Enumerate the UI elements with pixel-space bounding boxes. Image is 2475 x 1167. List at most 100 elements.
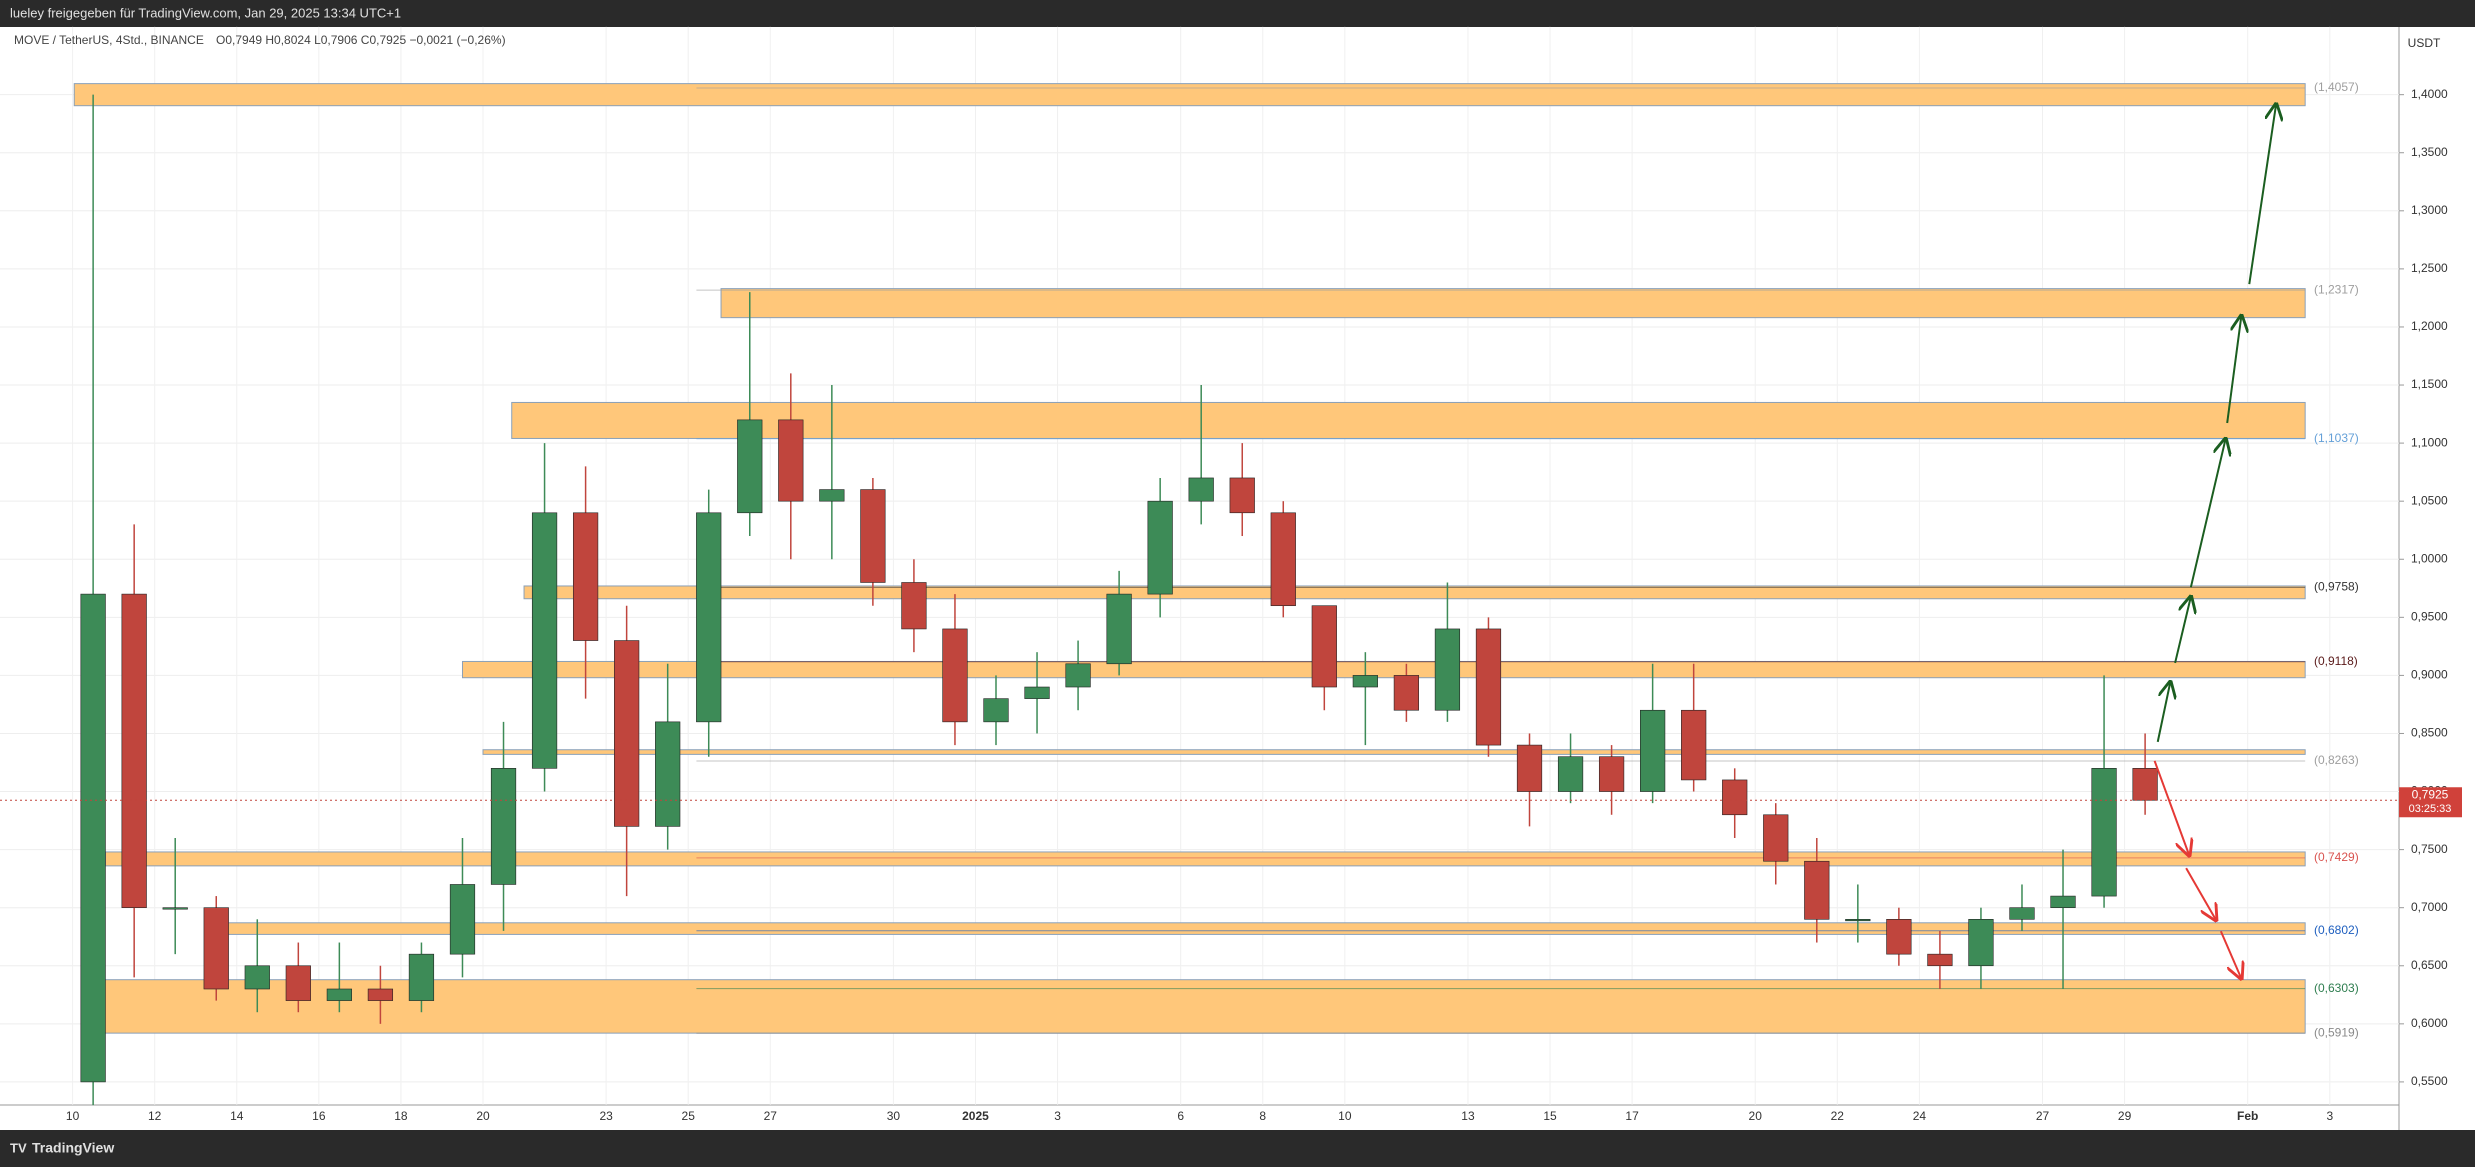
zone <box>720 288 2306 319</box>
symbol: MOVE / TetherUS, 4Std., BINANCE <box>14 33 204 47</box>
zone <box>73 83 2306 107</box>
target-arrow-up <box>2189 439 2226 588</box>
candle-body <box>2050 895 2076 908</box>
candle-body <box>1106 593 1132 665</box>
level-label: (0,5919) <box>2314 1025 2359 1039</box>
y-tick-label: 1,0000 <box>2411 551 2448 565</box>
x-tick-label: 18 <box>394 1109 408 1123</box>
x-tick-label: 20 <box>1749 1109 1763 1123</box>
bottom-bar <box>0 1130 2475 1167</box>
y-tick-label: 1,0500 <box>2411 493 2448 507</box>
zone <box>104 851 2306 867</box>
candle-body <box>2132 768 2158 801</box>
y-tick-label: 0,6500 <box>2411 958 2448 972</box>
ohlc: O0,7949 H0,8024 L0,7906 C0,7925 −0,0021 … <box>216 33 506 47</box>
candle-body <box>1147 500 1173 595</box>
candle-body <box>408 953 435 1001</box>
y-tick-label: 0,7500 <box>2411 842 2448 856</box>
candle-body <box>1393 675 1420 711</box>
y-tick-label: 0,7000 <box>2411 900 2448 914</box>
brand: TradingView <box>32 1140 114 1156</box>
y-tick-label: 1,2500 <box>2411 261 2448 275</box>
y-tick-label: 1,1000 <box>2411 435 2448 449</box>
candle-body <box>1188 477 1214 502</box>
candle-body <box>1804 860 1830 920</box>
candle-body <box>983 698 1009 723</box>
x-tick-label: 20 <box>476 1109 490 1123</box>
y-tick-label: 0,9500 <box>2411 609 2448 623</box>
candle-body <box>1845 919 1871 922</box>
candle-body <box>1024 686 1050 699</box>
y-tick-label: 1,3500 <box>2411 145 2448 159</box>
level-label: (0,6303) <box>2314 981 2359 995</box>
target-arrow-up <box>2174 597 2191 664</box>
y-tick-label: 1,4000 <box>2411 87 2448 101</box>
candle-body <box>2091 768 2117 897</box>
candle-body <box>1065 663 1091 688</box>
x-tick-label: 30 <box>887 1109 901 1123</box>
y-tick-label: 0,5500 <box>2411 1074 2448 1088</box>
level-label: (1,2317) <box>2314 282 2359 296</box>
candle-body <box>819 489 845 502</box>
plot: 0,55000,60000,65000,70000,75000,80000,85… <box>0 26 2462 1123</box>
y-tick-label: 1,2000 <box>2411 319 2448 333</box>
x-tick-label: 16 <box>312 1109 326 1123</box>
candle-body <box>614 640 640 827</box>
x-tick-label: 27 <box>764 1109 778 1123</box>
candle-body <box>572 512 599 641</box>
candle-body <box>449 884 476 955</box>
candle-body <box>285 965 311 1001</box>
candle-body <box>737 419 763 514</box>
x-tick-label: 12 <box>148 1109 162 1123</box>
candle-body <box>1475 628 1502 746</box>
candle-body <box>162 907 188 910</box>
target-arrow-down <box>2219 930 2242 978</box>
y-tick-label: 0,8500 <box>2411 726 2448 740</box>
candle-body <box>1968 919 1994 967</box>
level-label: (1,4057) <box>2314 80 2359 94</box>
level-label: (1,1037) <box>2314 431 2359 445</box>
x-tick-label: 27 <box>2036 1109 2050 1123</box>
zone <box>511 401 2306 439</box>
candle-body <box>1352 675 1378 688</box>
candle-body <box>1763 814 1789 862</box>
x-tick-label: Feb <box>2237 1109 2258 1123</box>
level-label: (0,9118) <box>2314 654 2358 668</box>
x-tick-label: 8 <box>1259 1109 1266 1123</box>
x-tick-label: 24 <box>1913 1109 1927 1123</box>
candle-body <box>901 582 927 630</box>
candle-body <box>1270 512 1296 607</box>
x-tick-label: 2025 <box>962 1109 989 1123</box>
candle-body <box>326 988 352 1001</box>
candle-body <box>1557 756 1584 792</box>
y-tick-label: 1,1500 <box>2411 377 2448 391</box>
candle-body <box>1516 744 1543 792</box>
candle-body <box>1681 709 1707 781</box>
candle-body <box>860 489 886 583</box>
candle-body <box>1434 628 1461 711</box>
price-tag-label: 0,7925 <box>2412 787 2449 801</box>
y-tick-label: 0,6000 <box>2411 1016 2448 1030</box>
candle-body <box>1229 477 1255 514</box>
candle-body <box>1886 919 1912 955</box>
candle-body <box>655 721 681 827</box>
brand-logo: TV <box>10 1140 27 1155</box>
candle-body <box>1311 605 1337 688</box>
x-tick-label: 6 <box>1177 1109 1184 1123</box>
candle-body <box>2009 907 2035 920</box>
candle-body <box>203 907 229 990</box>
candle-body <box>942 628 968 723</box>
zone <box>461 660 2306 679</box>
y-tick-label: 0,9000 <box>2411 668 2448 682</box>
x-tick-label: 29 <box>2118 1109 2132 1123</box>
currency: USDT <box>2408 36 2441 50</box>
x-tick-label: 22 <box>1831 1109 1845 1123</box>
x-tick-label: 15 <box>1543 1109 1557 1123</box>
level-label: (0,9758) <box>2314 580 2359 594</box>
y-tick-label: 1,3000 <box>2411 203 2448 217</box>
candle-body <box>490 768 517 885</box>
x-tick-label: 23 <box>599 1109 613 1123</box>
candle-body <box>1640 709 1666 792</box>
candle-body <box>244 965 270 990</box>
countdown: 03:25:33 <box>2409 803 2452 815</box>
